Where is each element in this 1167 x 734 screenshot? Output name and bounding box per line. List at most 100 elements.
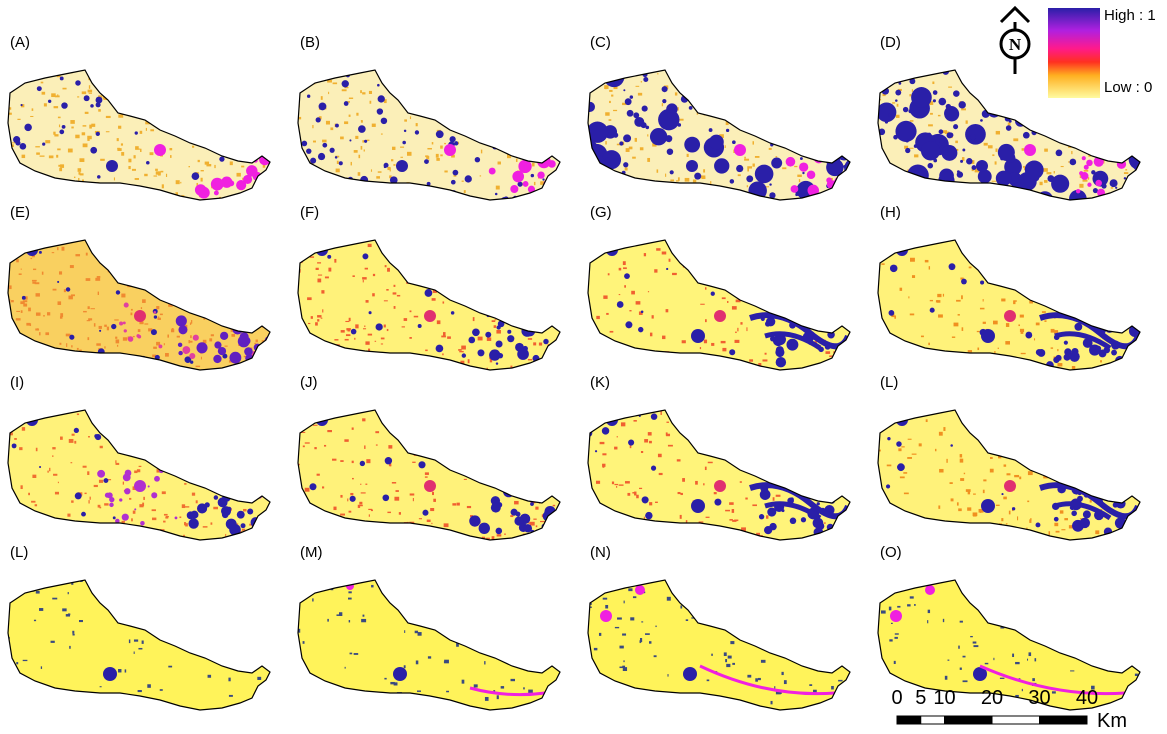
patch: [726, 129, 729, 132]
texture: [889, 607, 891, 611]
texture: [736, 432, 738, 435]
texture: [470, 463, 473, 466]
patch: [258, 278, 262, 282]
texture: [350, 493, 353, 495]
texture: [273, 336, 277, 338]
texture: [608, 354, 610, 355]
texture: [1014, 86, 1017, 87]
texture: [594, 648, 598, 650]
texture: [74, 177, 75, 178]
texture: [257, 677, 261, 680]
texture: [700, 347, 701, 349]
patch: [97, 175, 101, 179]
texture: [1100, 129, 1102, 130]
texture: [585, 146, 586, 147]
texture: [632, 157, 636, 159]
texture: [426, 156, 429, 159]
texture: [741, 83, 744, 84]
patch: [369, 311, 372, 314]
texture: [5, 533, 10, 534]
texture: [194, 85, 196, 88]
patch: [925, 585, 935, 595]
texture: [817, 615, 818, 618]
texture: [213, 584, 214, 587]
texture: [1143, 266, 1147, 269]
texture: [303, 247, 305, 249]
texture: [613, 110, 617, 111]
texture: [630, 617, 634, 620]
patch: [555, 354, 562, 361]
texture: [539, 343, 542, 346]
texture: [535, 70, 538, 73]
patch: [211, 406, 218, 413]
texture: [370, 192, 375, 195]
texture: [349, 181, 352, 183]
texture: [233, 657, 235, 658]
texture: [253, 243, 258, 245]
texture: [140, 699, 143, 700]
patch: [669, 189, 676, 196]
patch: [335, 124, 339, 128]
texture: [666, 309, 669, 312]
texture: [680, 493, 682, 495]
patch: [1074, 128, 1084, 138]
texture: [623, 267, 627, 269]
texture: [1139, 193, 1143, 195]
patch: [98, 348, 105, 355]
texture: [528, 595, 529, 598]
texture: [143, 97, 146, 99]
texture: [516, 713, 520, 716]
patch: [944, 106, 958, 120]
texture: [665, 174, 666, 177]
patch: [213, 355, 221, 363]
texture: [115, 337, 117, 339]
patch: [623, 89, 625, 91]
texture: [209, 259, 210, 260]
texture: [594, 190, 597, 192]
texture: [243, 315, 247, 317]
texture: [1018, 324, 1020, 326]
texture: [130, 186, 133, 189]
texture: [960, 668, 962, 670]
panel-label: (G): [590, 204, 612, 221]
texture: [953, 201, 955, 203]
texture: [992, 181, 997, 182]
texture: [1003, 412, 1006, 416]
texture: [703, 594, 704, 597]
patch: [832, 258, 836, 262]
texture: [64, 368, 68, 369]
texture: [908, 439, 912, 440]
texture: [263, 129, 268, 132]
texture: [478, 105, 482, 108]
patch: [835, 86, 842, 93]
texture: [980, 308, 985, 310]
texture: [264, 175, 265, 176]
patch: [947, 132, 953, 138]
texture: [169, 148, 172, 150]
texture: [728, 239, 730, 243]
texture: [245, 94, 246, 96]
texture: [126, 72, 127, 75]
texture: [36, 522, 41, 526]
texture: [745, 498, 747, 500]
texture: [944, 364, 947, 365]
texture: [409, 337, 411, 339]
texture: [1092, 449, 1094, 451]
texture: [46, 351, 51, 355]
patch: [802, 320, 808, 326]
patch: [310, 158, 316, 164]
patch: [1051, 175, 1069, 193]
patch: [709, 128, 713, 132]
texture: [463, 101, 464, 104]
texture: [822, 115, 827, 116]
texture: [160, 689, 163, 691]
texture: [100, 83, 103, 87]
texture: [909, 148, 913, 149]
texture: [667, 199, 669, 202]
patch: [771, 158, 782, 169]
texture: [984, 143, 988, 146]
texture: [961, 108, 966, 110]
texture: [98, 109, 101, 112]
texture: [458, 349, 461, 351]
texture: [461, 346, 466, 350]
